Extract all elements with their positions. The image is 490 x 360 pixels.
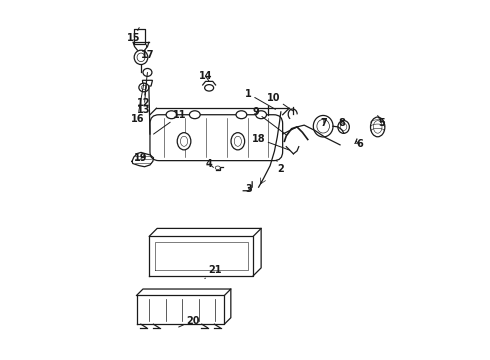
Text: 5: 5 xyxy=(378,116,385,128)
Ellipse shape xyxy=(139,83,149,92)
Ellipse shape xyxy=(313,116,333,137)
Text: 16: 16 xyxy=(131,83,144,124)
Text: 4: 4 xyxy=(206,159,214,169)
Text: 3: 3 xyxy=(245,184,252,194)
Ellipse shape xyxy=(177,133,191,150)
Ellipse shape xyxy=(134,50,148,64)
Text: 12: 12 xyxy=(137,72,150,108)
Polygon shape xyxy=(143,80,152,86)
Ellipse shape xyxy=(234,136,242,146)
Text: 13: 13 xyxy=(137,80,150,115)
Ellipse shape xyxy=(141,85,147,90)
Ellipse shape xyxy=(215,166,221,170)
Ellipse shape xyxy=(341,123,347,131)
Text: 6: 6 xyxy=(356,139,363,149)
Text: 21: 21 xyxy=(205,265,221,279)
Ellipse shape xyxy=(256,111,267,119)
Text: 15: 15 xyxy=(127,28,141,43)
Text: 10: 10 xyxy=(267,93,293,111)
Text: 19: 19 xyxy=(134,153,148,163)
Text: 18: 18 xyxy=(252,134,290,150)
Ellipse shape xyxy=(190,111,200,119)
Text: 11: 11 xyxy=(153,111,187,134)
Text: 9: 9 xyxy=(252,107,286,135)
Text: 8: 8 xyxy=(339,118,345,128)
Ellipse shape xyxy=(236,111,247,119)
Ellipse shape xyxy=(338,121,349,134)
Ellipse shape xyxy=(317,120,329,133)
Text: 2: 2 xyxy=(276,160,284,174)
Ellipse shape xyxy=(180,136,188,146)
Ellipse shape xyxy=(137,53,145,62)
Text: 14: 14 xyxy=(199,71,212,81)
Ellipse shape xyxy=(231,133,245,150)
Ellipse shape xyxy=(373,121,382,133)
Text: 7: 7 xyxy=(320,118,327,128)
Ellipse shape xyxy=(143,68,152,76)
Text: 1: 1 xyxy=(245,89,275,109)
Text: 20: 20 xyxy=(179,316,200,327)
Ellipse shape xyxy=(166,111,177,119)
Ellipse shape xyxy=(370,117,385,137)
FancyBboxPatch shape xyxy=(150,115,283,161)
Text: 17: 17 xyxy=(141,45,154,60)
Ellipse shape xyxy=(205,85,214,91)
